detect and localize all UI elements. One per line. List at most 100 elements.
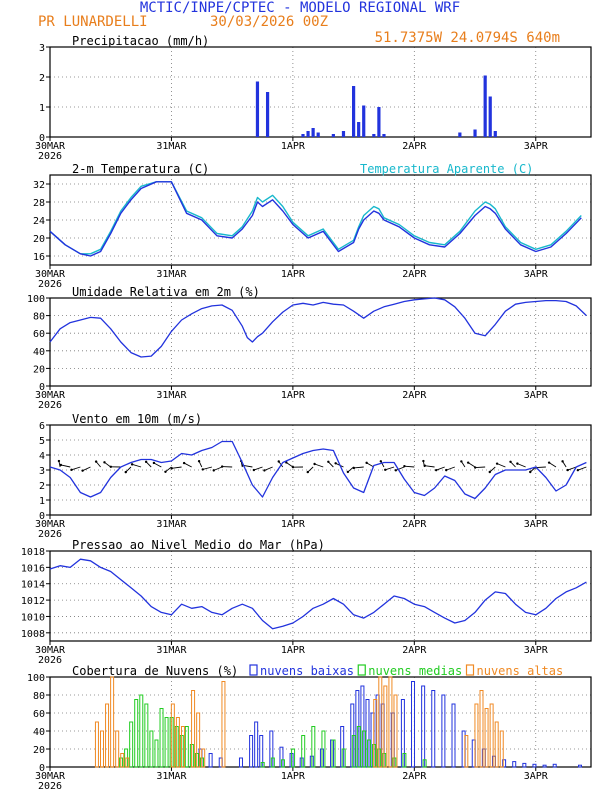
- pressure-ytick-label: 1012: [21, 596, 45, 607]
- wind-arrow-head: [577, 469, 579, 471]
- location-info: 51.7375W 24.0794S 640m: [375, 30, 560, 46]
- wind-arrow-head: [422, 460, 424, 462]
- cloud-bar-nuvens-medias: [155, 740, 158, 767]
- wind-arrow: [425, 466, 435, 467]
- wind-arrow-head: [403, 465, 405, 467]
- temperature-xtick-label: 2APR: [402, 269, 427, 280]
- precip-title: Precipitacao (mm/h): [72, 34, 209, 48]
- cloud-legend-label: nuvens baixas: [260, 664, 354, 678]
- wind-arrow-head: [435, 469, 437, 471]
- cloud-bar-nuvens-baixas: [239, 758, 242, 767]
- cloud-bar-nuvens-altas: [95, 722, 98, 767]
- precip-bar: [301, 134, 304, 137]
- wind-arrow: [61, 465, 70, 467]
- wind-arrow: [468, 463, 475, 467]
- wind-ytick-label: 4: [39, 451, 45, 462]
- precip-bar: [362, 106, 365, 138]
- precip-frame: [50, 47, 591, 137]
- pressure-line: [50, 559, 586, 629]
- wind-ytick-label: 5: [39, 436, 45, 447]
- humidity-xtick-label: 1APR: [281, 390, 306, 401]
- wind-xtick-label: 3APR: [524, 519, 549, 530]
- cloud-bar-nuvens-altas: [106, 704, 109, 767]
- cloud-bar-nuvens-baixas: [412, 682, 415, 768]
- humidity-ytick-label: 20: [33, 364, 45, 375]
- precip-bar: [317, 133, 320, 138]
- precip-xtick-label: 31MAR: [156, 141, 187, 152]
- station-name: PR LUNARDELLI: [38, 14, 148, 30]
- temperature-ytick-label: 32: [33, 180, 45, 191]
- humidity-ytick-label: 80: [33, 312, 45, 323]
- cloud-bar-nuvens-baixas: [422, 686, 425, 767]
- wind-arrow-head: [307, 471, 309, 473]
- wind-arrow: [203, 467, 212, 469]
- cloud-bar-nuvens-altas: [465, 736, 468, 768]
- wind-arrow-head: [183, 462, 185, 464]
- cloud-bar-nuvens-altas: [485, 709, 488, 768]
- wind-arrow: [517, 464, 525, 467]
- pressure-ytick-label: 1010: [21, 612, 45, 623]
- cloud-bar-nuvens-altas: [111, 677, 114, 767]
- clouds-xtick-label: 1APR: [281, 771, 306, 782]
- cloud-bar-nuvens-altas: [475, 704, 478, 767]
- wind-arrow-head: [445, 469, 447, 471]
- cloud-bar-nuvens-altas: [116, 731, 119, 767]
- wind-ytick-label: 3: [39, 466, 45, 477]
- wind-arrow-head: [424, 465, 426, 467]
- temperature-ytick-label: 20: [33, 234, 45, 245]
- temperature-xtick-label: 31MAR: [156, 269, 187, 280]
- cloud-bar-nuvens-baixas: [533, 764, 536, 767]
- temperature-legend: Temperatura Aparente (C): [360, 162, 533, 176]
- wind-arrow-head: [380, 460, 382, 462]
- wind-arrow: [497, 464, 505, 467]
- apparent-temperature-line: [50, 182, 581, 254]
- precip-xtick-label: 2APR: [402, 141, 427, 152]
- temperature-title: 2-m Temperatura (C): [72, 162, 209, 176]
- precip-bar: [352, 86, 355, 137]
- cloud-legend-swatch: [358, 665, 365, 675]
- wind-arrow-head: [460, 460, 462, 462]
- wind-arrow-head: [202, 468, 204, 470]
- wind-arrow-head: [60, 464, 62, 466]
- wind-arrow-head: [516, 462, 518, 464]
- wind-title: Vento em 10m (m/s): [72, 412, 202, 426]
- wind-arrow: [132, 464, 141, 467]
- humidity-xtick-label: 3APR: [524, 390, 549, 401]
- precip-bar: [357, 122, 360, 137]
- clouds-xtick-label: 31MAR: [156, 771, 187, 782]
- wind-arrow-head: [566, 469, 568, 471]
- temperature-xtick-year: 2026: [38, 279, 62, 290]
- wind-arrow: [254, 467, 263, 470]
- pressure-frame: [50, 551, 591, 641]
- wind-arrow-head: [81, 469, 83, 471]
- wind-arrow-head: [347, 471, 349, 473]
- cloud-bar-nuvens-medias: [165, 718, 168, 768]
- cloud-bar-nuvens-medias: [130, 722, 133, 767]
- cloud-bar-nuvens-baixas: [255, 722, 258, 767]
- wind-arrow-head: [384, 469, 386, 471]
- temperature-ytick-label: 24: [33, 216, 45, 227]
- wind-arrow-head: [327, 461, 329, 463]
- precip-bar: [256, 82, 259, 138]
- humidity-xtick-label: 2APR: [402, 390, 427, 401]
- wind-xtick-year: 2026: [38, 529, 62, 540]
- wind-arrow-head: [509, 461, 511, 463]
- pressure-xtick-label: 1APR: [281, 645, 306, 656]
- precip-bar: [342, 131, 345, 137]
- precip-xtick-year: 2026: [38, 151, 62, 162]
- wind-arrow-head: [263, 469, 265, 471]
- wind-arrow: [475, 467, 485, 468]
- wind-arrow: [72, 467, 81, 470]
- wind-arrow-head: [561, 460, 563, 462]
- wind-arrow-head: [145, 461, 147, 463]
- cloud-bar-nuvens-altas: [480, 691, 483, 768]
- cloud-bar-nuvens-altas: [495, 722, 498, 767]
- precip-bar: [306, 131, 309, 137]
